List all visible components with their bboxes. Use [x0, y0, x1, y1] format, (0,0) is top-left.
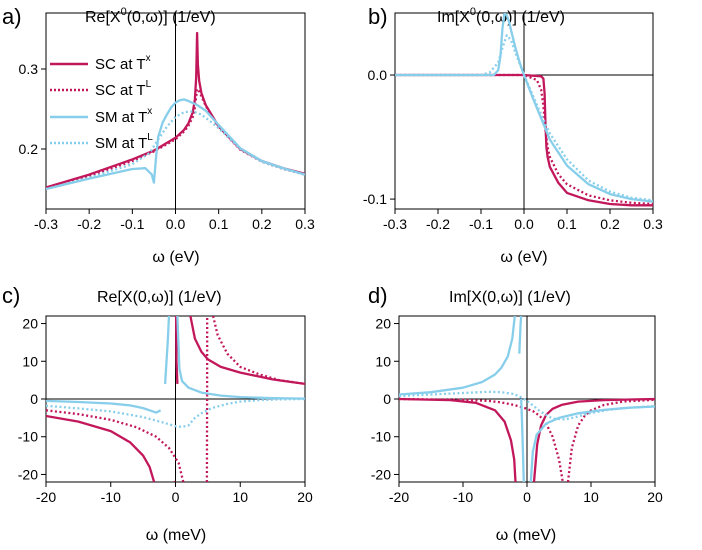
panel-b-im-x0: b) Im[X0(0,ω)] (1/eV) ω (eV) -0.3 -0.2 -0.… [363, 4, 663, 266]
series-sc-tx [46, 414, 156, 482]
x-tick-label: 20 [297, 489, 313, 505]
series-sc-tx [174, 316, 179, 384]
series-sc-tx [399, 397, 517, 482]
x-tick-label: -20 [36, 489, 56, 505]
x-tick-label: -0.1 [120, 216, 144, 232]
series-sm-tx [46, 399, 162, 414]
x-tick-label: 0.3 [295, 216, 315, 232]
x-tick-label: 0 [172, 489, 180, 505]
y-tick-label: 0.2 [19, 141, 39, 157]
y-tick-label: 0.0 [368, 67, 388, 83]
x-tick-label: 0.0 [514, 216, 534, 232]
series-sm-tx [520, 398, 525, 482]
panel-a-xlabel: ω (eV) [152, 249, 199, 266]
legend-entry-sm-tx: SM at Tx [50, 106, 152, 126]
y-tick-label: 0 [383, 391, 391, 407]
x-tick-label: -10 [101, 489, 121, 505]
y-tick-label: 0 [30, 391, 38, 407]
x-tick-label: 0.0 [166, 216, 186, 232]
y-tick-label: -10 [18, 429, 38, 445]
panel-d-title: Im[X(0,ω)] (1/eV) [449, 289, 571, 306]
series-sm-tx [163, 316, 171, 384]
series-sm-tl [46, 397, 305, 429]
legend-entry-sc-tx: SC at Tx [50, 53, 151, 73]
x-tick-label: 0.3 [643, 216, 663, 232]
y-tick-label: -20 [18, 466, 38, 482]
panel-a-label: a) [2, 4, 22, 29]
y-tick-label: 20 [22, 316, 38, 332]
x-tick-label: -0.3 [34, 216, 58, 232]
x-tick-label: 0 [523, 489, 531, 505]
legend-label-sc-tx: SC at Tx [95, 53, 151, 73]
series-sm-tl [46, 110, 305, 191]
series-sc-tl [399, 397, 564, 482]
series-sc-tx [189, 316, 305, 386]
y-tick-label: -0.1 [363, 191, 387, 207]
x-tick-label: -0.2 [426, 216, 450, 232]
series-sm-tx [176, 316, 305, 400]
panel-d-xlabel: ω (meV) [496, 527, 557, 544]
panel-a-re-x0: a) Re[X0(0,ω)] (1/eV) ω (eV) -0.3 -0.2 -0.… [2, 4, 315, 266]
panel-c-re-x: c) Re[X(0,ω)] (1/eV) ω (meV) -20 -10 0 10 20… [2, 283, 313, 544]
x-tick-label: 0.2 [252, 216, 272, 232]
x-tick-label: 0.2 [600, 216, 620, 232]
panel-b-label: b) [368, 4, 388, 29]
series-sm-tx [518, 316, 523, 354]
legend-entry-sm-tl: SM at TL [50, 132, 153, 152]
legend-label-sc-tl: SC at TL [95, 79, 152, 99]
y-tick-label: -20 [371, 466, 391, 482]
series-sc-tl [46, 409, 185, 482]
panel-b-title: Im[X0(0,ω)] (1/eV) [437, 6, 565, 26]
y-tick-label: -10 [371, 429, 391, 445]
x-tick-label: 0.1 [557, 216, 577, 232]
y-tick-label: 0.3 [19, 61, 39, 77]
x-tick-label: 10 [232, 489, 248, 505]
panel-a-title: Re[X0(0,ω)] (1/eV) [85, 6, 216, 26]
y-tick-label: 10 [22, 353, 38, 369]
x-tick-label: -20 [389, 489, 409, 505]
x-tick-label: -0.2 [77, 216, 101, 232]
series-sc-tl [211, 316, 305, 386]
series-sc-tx [532, 397, 655, 482]
panel-c-title: Re[X(0,ω)] (1/eV) [97, 289, 222, 306]
panel-b-xlabel: ω (eV) [500, 249, 547, 266]
series-sm-tx [46, 98, 305, 191]
legend-label-sm-tl: SM at TL [95, 132, 153, 152]
legend: SC at Tx SC at TL SM at Tx SM at TL [50, 53, 153, 152]
series-sm-tl [399, 390, 655, 421]
panel-d-im-x: d) Im[X(0,ω)] (1/eV) ω (meV) -20 -10 0 10 20… [368, 283, 663, 544]
x-tick-label: 0.1 [209, 216, 229, 232]
series-sm-tx [399, 316, 516, 396]
y-tick-label: 10 [375, 353, 391, 369]
legend-entry-sc-tl: SC at TL [50, 79, 152, 99]
y-tick-label: 20 [375, 316, 391, 332]
series-sc-tx [395, 73, 653, 207]
panel-c-label: c) [2, 283, 20, 308]
x-tick-label: -0.1 [469, 216, 493, 232]
legend-label-sm-tx: SM at Tx [95, 106, 152, 126]
x-tick-label: 10 [583, 489, 599, 505]
panel-d-label: d) [368, 283, 388, 308]
panel-c-xlabel: ω (meV) [146, 527, 207, 544]
x-tick-label: -10 [453, 489, 473, 505]
series-sc-tl [395, 73, 653, 206]
x-tick-label: 20 [647, 489, 663, 505]
x-tick-label: -0.3 [383, 216, 407, 232]
